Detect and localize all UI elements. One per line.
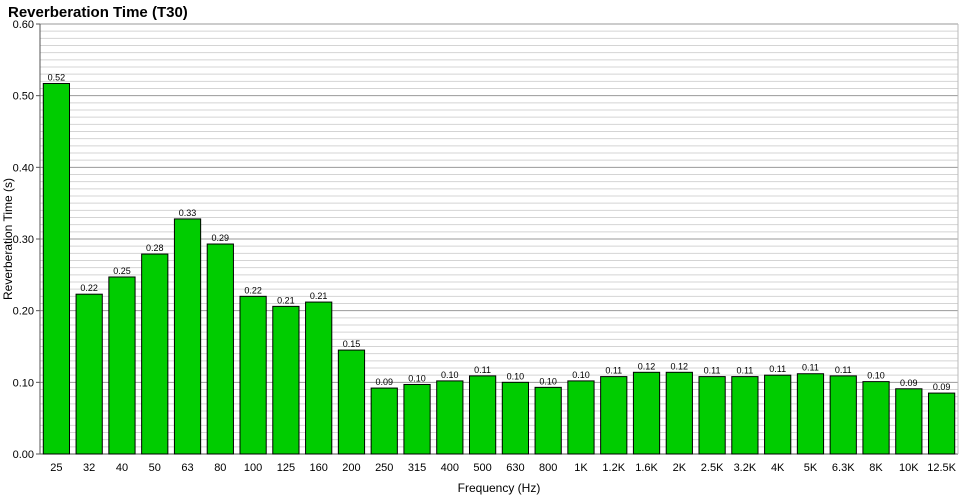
y-axis-title: Reverberation Time (s) <box>1 178 15 300</box>
x-tick-label: 250 <box>375 462 393 474</box>
x-tick-label: 4K <box>771 462 785 474</box>
bar <box>141 253 169 455</box>
x-tick-label: 5K <box>804 462 818 474</box>
bar <box>305 301 333 455</box>
bar <box>927 392 956 455</box>
x-tick-label: 800 <box>539 462 557 474</box>
bar <box>567 380 595 455</box>
x-tick-label: 32 <box>83 462 95 474</box>
bar-value-label: 0.10 <box>572 370 590 380</box>
bar-value-label: 0.10 <box>867 371 885 381</box>
x-tick-label: 125 <box>277 462 295 474</box>
x-tick-label: 400 <box>441 462 459 474</box>
bar <box>239 295 267 455</box>
bar-value-label: 0.33 <box>179 208 197 218</box>
x-tick-label: 1K <box>574 462 588 474</box>
y-tick-label: 0.50 <box>13 91 34 103</box>
bar-value-label: 0.10 <box>507 371 525 381</box>
x-axis-title: Frequency (Hz) <box>458 481 541 495</box>
bar <box>468 375 497 455</box>
bar-value-label: 0.10 <box>441 370 459 380</box>
bar <box>42 82 71 455</box>
y-tick-label: 0.60 <box>13 19 34 31</box>
x-tick-label: 3.2K <box>734 462 757 474</box>
bar <box>370 387 398 455</box>
bar <box>764 374 792 455</box>
y-tick-label: 0.40 <box>13 162 34 174</box>
bar <box>206 243 234 455</box>
bar <box>665 371 693 455</box>
bar <box>272 305 300 455</box>
bar-value-label: 0.12 <box>638 361 656 371</box>
x-tick-label: 500 <box>473 462 491 474</box>
x-tick-label: 12.5K <box>927 462 956 474</box>
bar-value-label: 0.11 <box>769 364 786 374</box>
bar-value-label: 0.10 <box>539 376 557 386</box>
bar <box>436 380 464 455</box>
bar <box>75 293 103 455</box>
x-tick-label: 8K <box>869 462 883 474</box>
bar-value-label: 0.29 <box>212 233 230 243</box>
bar <box>632 371 661 455</box>
bar-value-label: 0.09 <box>375 377 393 387</box>
x-tick-label: 80 <box>214 462 226 474</box>
x-tick-label: 1.2K <box>602 462 625 474</box>
bar-value-label: 0.12 <box>671 361 689 371</box>
x-tick-label: 2.5K <box>701 462 724 474</box>
bar <box>534 386 562 455</box>
x-tick-label: 63 <box>181 462 193 474</box>
x-tick-label: 100 <box>244 462 262 474</box>
bar-value-label: 0.15 <box>343 339 361 349</box>
bar-value-label: 0.11 <box>802 363 819 373</box>
bar <box>698 376 726 455</box>
bar-value-label: 0.11 <box>835 365 852 375</box>
bar-value-label: 0.09 <box>900 378 918 388</box>
bar <box>108 276 136 455</box>
bar <box>337 349 366 455</box>
bar <box>862 381 890 455</box>
y-tick-label: 0.30 <box>13 234 34 246</box>
x-tick-label: 2K <box>673 462 687 474</box>
x-tick-label: 200 <box>342 462 360 474</box>
bar-value-label: 0.11 <box>736 366 753 376</box>
y-tick-label: 0.00 <box>13 449 34 461</box>
y-tick-label: 0.20 <box>13 306 34 318</box>
x-tick-label: 315 <box>408 462 426 474</box>
bar <box>501 381 530 455</box>
bar <box>600 376 628 455</box>
bar-value-label: 0.25 <box>113 266 131 276</box>
x-tick-label: 160 <box>309 462 327 474</box>
bar <box>829 375 857 455</box>
bar <box>796 373 825 455</box>
bar <box>731 376 759 455</box>
bar <box>403 383 431 455</box>
y-tick-label: 0.10 <box>13 377 34 389</box>
x-tick-label: 1.6K <box>635 462 658 474</box>
x-tick-label: 6.3K <box>832 462 855 474</box>
bar <box>173 218 202 455</box>
x-tick-label: 40 <box>116 462 128 474</box>
bar-value-label: 0.11 <box>605 366 622 376</box>
bar-value-label: 0.10 <box>408 373 426 383</box>
bar-value-label: 0.22 <box>80 283 98 293</box>
bar-value-label: 0.52 <box>48 72 66 82</box>
bar-value-label: 0.22 <box>244 285 262 295</box>
bar-value-label: 0.11 <box>474 365 491 375</box>
bar <box>895 388 923 455</box>
x-tick-label: 50 <box>149 462 161 474</box>
chart-title: Reverberation Time (T30) <box>8 4 188 21</box>
bar-value-label: 0.28 <box>146 243 164 253</box>
x-tick-label: 10K <box>899 462 919 474</box>
x-tick-label: 630 <box>506 462 524 474</box>
x-tick-label: 25 <box>50 462 62 474</box>
bar-value-label: 0.11 <box>704 366 721 376</box>
bar-value-label: 0.09 <box>933 382 951 392</box>
bar-value-label: 0.21 <box>310 291 328 301</box>
bar-value-label: 0.21 <box>277 295 295 305</box>
